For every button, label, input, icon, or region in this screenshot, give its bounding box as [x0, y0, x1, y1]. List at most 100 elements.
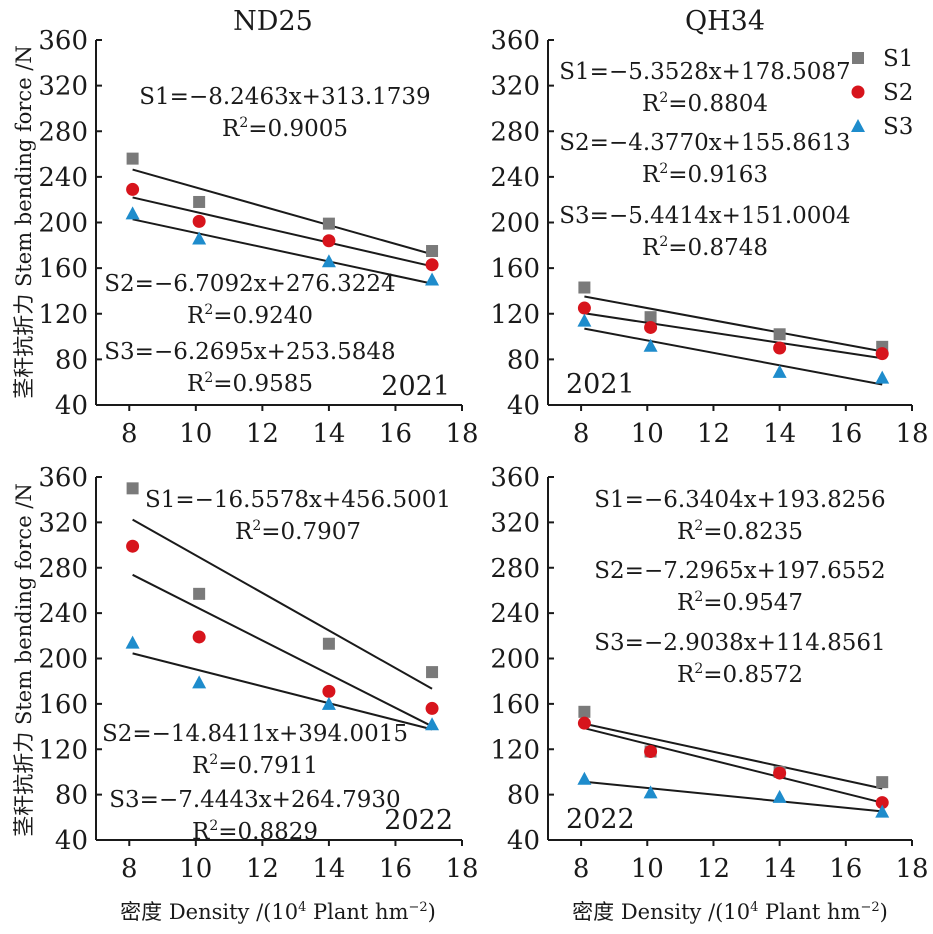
- x-tick-label: 8: [573, 419, 590, 449]
- point-s3: [772, 364, 787, 378]
- r-squared-value: =0.9547: [703, 590, 803, 616]
- equation-s3: S3=−5.4414x+151.0004: [559, 203, 850, 229]
- r-squared-s1: R2=0.9005: [222, 115, 348, 142]
- y-tick-label: 160: [490, 254, 540, 284]
- y-tick-label: 120: [38, 300, 88, 330]
- r-squared-exponent: 2: [239, 115, 248, 131]
- point-s1: [876, 776, 889, 789]
- r-squared-value: =0.8748: [668, 235, 768, 261]
- point-s3: [875, 804, 890, 818]
- point-s2: [425, 701, 439, 715]
- point-s1: [578, 281, 591, 294]
- y-tick-label: 160: [490, 690, 540, 720]
- r-squared-exponent: 2: [209, 752, 218, 768]
- point-s1: [322, 637, 335, 650]
- y-tick-label: 280: [38, 117, 88, 147]
- y-tick-label: 80: [55, 345, 88, 375]
- equation-s1: S1=−5.3528x+178.5087: [559, 59, 850, 85]
- regression-line-s3: [132, 218, 433, 285]
- r-squared-exponent: 2: [252, 518, 261, 534]
- x-axis-label-2: 密度 Density /(104 Plant hm−2): [572, 900, 888, 924]
- x-tick-label: 8: [573, 854, 590, 884]
- x-tick-label: 12: [246, 419, 279, 449]
- point-s3: [577, 313, 592, 327]
- point-s3: [425, 272, 440, 286]
- regression-line-s2: [132, 196, 433, 268]
- x-tick-label: 10: [179, 854, 212, 884]
- r-squared-symbol: R: [642, 235, 660, 261]
- x-tick-label: 12: [697, 419, 730, 449]
- y-tick-label: 240: [38, 163, 88, 193]
- point-s2: [773, 766, 787, 780]
- x-axis-label-text: 密度 Density /(10: [572, 900, 750, 924]
- x-axis-label-end: ): [428, 900, 436, 924]
- y-tick-label: 80: [55, 781, 88, 811]
- r-squared-s3: R2=0.8572: [677, 661, 803, 688]
- y-tick-label: 200: [490, 645, 540, 675]
- x-tick-label: 16: [379, 854, 412, 884]
- r-squared-value: =0.9163: [668, 162, 768, 188]
- panel-2: 40 80 120 160 200 240 280 320 360 8 10 12 14 16 18 QH34…: [490, 6, 928, 449]
- year-label: 2022: [566, 804, 635, 835]
- x-axis-label-sup2: −2: [860, 900, 879, 915]
- y-tick-label: 40: [507, 391, 540, 421]
- legend-marker-s3: [851, 119, 865, 132]
- panel-1: 40 80 120 160 200 240 280 320 360 8 10 12 14 16 18 ND25…: [38, 6, 478, 449]
- year-label: 2021: [381, 371, 450, 402]
- r-squared-value: =0.8829: [218, 819, 318, 845]
- panel-3: 40 80 120 160 200 240 280 320 360 8 10 12 14 16 18 2022…: [38, 463, 478, 884]
- point-s3: [772, 789, 787, 803]
- point-s1: [426, 245, 439, 258]
- point-s3: [125, 206, 140, 220]
- x-tick-label: 10: [179, 419, 212, 449]
- equation-s1: S1=−16.5578x+456.5001: [145, 487, 451, 513]
- x-axis-label-text: 密度 Density /(10: [120, 900, 298, 924]
- point-s1: [126, 482, 139, 495]
- y-tick-label: 160: [38, 690, 88, 720]
- x-tick-label: 16: [829, 419, 862, 449]
- r-squared-value: =0.9585: [213, 371, 313, 397]
- point-s1: [578, 705, 591, 718]
- y-tick-label: 200: [38, 209, 88, 239]
- r-squared-value: =0.9005: [248, 116, 348, 142]
- point-s2: [192, 630, 206, 644]
- point-s1: [644, 311, 657, 324]
- regression-line-s2: [132, 573, 433, 728]
- y-tick-label: 360: [38, 26, 88, 56]
- panel-title: QH34: [685, 6, 765, 37]
- point-s2: [192, 214, 206, 228]
- legend-marker-s2: [851, 85, 865, 99]
- r-squared-s2: R2=0.7911: [192, 752, 318, 779]
- regression-line-s1: [132, 168, 433, 256]
- r-squared-s2: R2=0.9240: [187, 302, 313, 329]
- panel-4: 40 80 120 160 200 240 280 320 360 8 10 12 14 16 18 2022…: [490, 463, 928, 884]
- y-tick-label: 280: [38, 554, 88, 584]
- r-squared-value: =0.8804: [668, 91, 768, 117]
- x-tick-label: 18: [445, 854, 478, 884]
- r-squared-symbol: R: [677, 519, 695, 545]
- point-s1: [126, 152, 139, 165]
- r-squared-exponent: 2: [694, 589, 703, 605]
- x-tick-label: 14: [763, 854, 796, 884]
- y-tick-label: 120: [490, 300, 540, 330]
- y-tick-label: 120: [38, 735, 88, 765]
- point-s3: [875, 370, 890, 384]
- x-tick-label: 18: [895, 419, 928, 449]
- r-squared-s1: R2=0.8804: [642, 90, 768, 117]
- point-s3: [643, 785, 658, 799]
- r-squared-exponent: 2: [659, 161, 668, 177]
- equation-s3: S3=−7.4443x+264.7930: [109, 787, 400, 813]
- r-squared-symbol: R: [677, 662, 695, 688]
- point-s2: [126, 182, 140, 196]
- x-tick-label: 10: [631, 419, 664, 449]
- y-tick-label: 120: [490, 735, 540, 765]
- equation-s1: S1=−6.3404x+193.8256: [594, 487, 885, 513]
- point-s2: [322, 234, 336, 248]
- y-tick-label: 40: [55, 391, 88, 421]
- point-s2: [644, 320, 658, 334]
- equation-s2: S2=−6.7092x+276.3224: [104, 271, 395, 297]
- x-tick-label: 12: [246, 854, 279, 884]
- point-s3: [425, 717, 440, 731]
- equation-s2: S2=−14.8411x+394.0015: [102, 721, 408, 747]
- y-axis-label-2: 茎秆抗折力 Stem bending force /N: [12, 483, 36, 836]
